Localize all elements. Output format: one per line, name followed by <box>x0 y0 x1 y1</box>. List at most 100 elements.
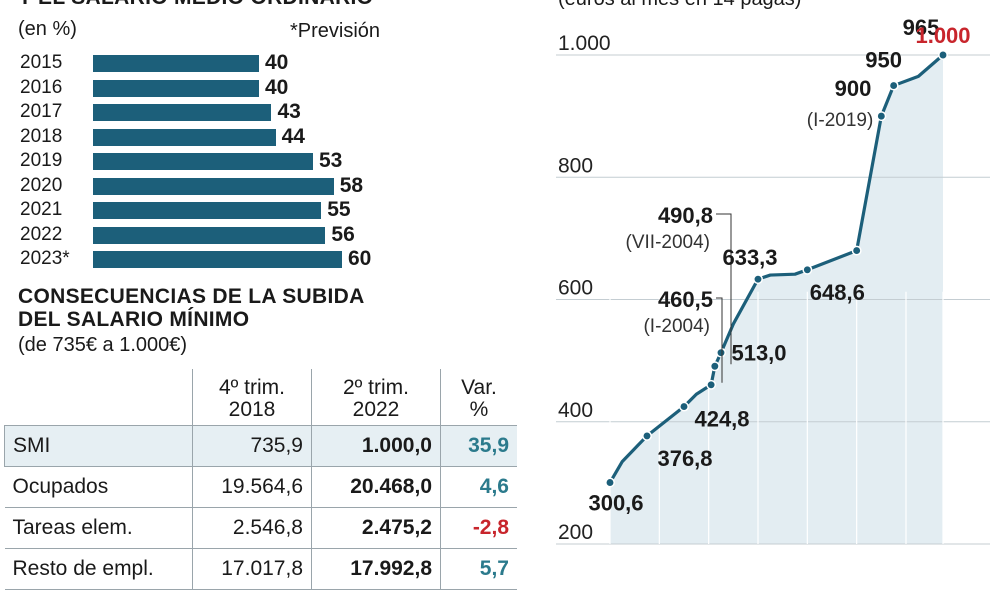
x-tick-label: 2012 <box>784 564 831 567</box>
bar-value-label: 43 <box>277 100 301 123</box>
data-label: 460,5 <box>658 287 713 312</box>
bar-value-label: 55 <box>327 198 351 221</box>
data-label: 900 <box>835 76 872 101</box>
x-tick-label: 2004 <box>685 564 732 567</box>
data-point <box>876 111 887 122</box>
row-var: 4,6 <box>440 466 517 508</box>
x-tick-label: 1996 <box>587 564 634 567</box>
table-header-var-line2: % <box>469 398 489 421</box>
data-label-sub: (I-2004) <box>643 316 710 337</box>
bar-value-label: 53 <box>318 149 343 172</box>
line-chart: 200 400 600 800 1.000 19962000200420082012201… <box>556 15 990 567</box>
data-point <box>706 379 717 390</box>
data-label: 965 <box>903 15 940 40</box>
bar <box>93 104 272 121</box>
series-line <box>608 53 945 484</box>
x-tick-label: 2008 <box>735 564 782 567</box>
bar-value-label: 56 <box>331 222 355 246</box>
bar <box>93 79 259 97</box>
data-point <box>716 347 726 358</box>
x-tick-label: 2023 <box>920 564 967 567</box>
bars-unit-label: (en %) <box>18 18 77 40</box>
bar-value-label: 60 <box>348 247 372 270</box>
y-tick-label: 600 <box>558 277 593 300</box>
bar <box>93 153 313 170</box>
table-header-q2-2022-line2: 2022 <box>352 398 400 421</box>
x-tick-label: 2020 <box>883 564 930 567</box>
table-row: Ocupados 19.564,6 20.468,0 4,6 <box>4 466 517 508</box>
data-label: 490,8 <box>658 203 713 228</box>
data-point <box>642 430 652 441</box>
y-tick-label: 400 <box>558 399 593 422</box>
y-tick-label: 800 <box>558 154 593 177</box>
data-label-highlight: 1.000 <box>915 23 970 48</box>
bar-year-label: 2022 <box>20 223 63 245</box>
data-label-sub: (I-2019) <box>807 110 874 131</box>
data-point <box>679 401 689 412</box>
consequences-table: 4º trim. 2018 2º trim. 2022 Var. % SMI 7… <box>4 369 517 590</box>
bar-year-label: 2023* <box>20 248 70 269</box>
row-q4-2018: 2.546,8 <box>192 507 312 549</box>
data-point <box>605 477 615 488</box>
bar-value-label: 40 <box>265 75 289 99</box>
data-point <box>888 80 899 91</box>
table-row: Tareas elem. 2.546,8 2.475,2 -2,8 <box>4 507 517 549</box>
data-point <box>802 264 813 275</box>
y-tick-label: 1.000 <box>558 32 611 55</box>
row-q2-2022: 2.475,2 <box>311 507 441 549</box>
forecast-note: *Previsión <box>290 20 381 42</box>
bar-value-label: 58 <box>339 173 364 197</box>
data-label: 950 <box>865 48 902 73</box>
bar-year-label: 2019 <box>20 150 63 171</box>
bar-year-label: 2021 <box>20 199 63 220</box>
row-label: Ocupados <box>4 466 193 508</box>
bar-value-label: 44 <box>281 124 305 148</box>
data-label: 300,6 <box>588 491 643 516</box>
consequences-subtitle: (de 735€ a 1.000€) <box>18 334 188 356</box>
bar <box>93 202 322 219</box>
bar <box>93 128 276 146</box>
data-label: 376,8 <box>657 446 712 471</box>
table-header-q4-2018: 4º trim. 2018 <box>192 369 312 426</box>
row-label: SMI <box>4 425 193 467</box>
bar <box>93 177 334 195</box>
bar-year-label: 2020 <box>20 174 63 196</box>
bar <box>93 226 326 244</box>
data-label: 648,6 <box>810 280 865 305</box>
bar <box>93 251 342 268</box>
leader-line <box>716 213 732 365</box>
data-point <box>753 274 763 285</box>
table-header-q4-2018-line1: 4º trim. <box>218 376 285 399</box>
data-point <box>709 361 720 372</box>
row-q4-2018: 735,9 <box>192 425 312 467</box>
table-header-row: 4º trim. 2018 2º trim. 2022 Var. % <box>4 369 517 426</box>
data-label: 513,0 <box>731 341 786 366</box>
bar-year-label: 2015 <box>20 52 63 73</box>
leader-line <box>716 297 723 383</box>
data-label: 633,3 <box>722 245 777 270</box>
row-q4-2018: 19.564,6 <box>192 466 312 508</box>
x-tick-label: 2016 <box>833 564 880 567</box>
row-q2-2022: 1.000,0 <box>311 425 441 467</box>
bars-chart-title: Y EL SALARIO MEDIO ORDINARIO <box>18 0 373 9</box>
table-header-var-line1: Var. <box>461 376 497 399</box>
bar-value-label: 40 <box>265 51 289 74</box>
bar-year-label: 2018 <box>20 125 63 147</box>
row-var: -2,8 <box>440 507 517 549</box>
bar-year-label: 2016 <box>20 76 63 98</box>
data-point <box>851 245 862 256</box>
table-header-q2-2022-line1: 2º trim. <box>342 376 409 399</box>
table-header-q4-2018-line2: 2018 <box>228 398 276 421</box>
data-point <box>938 50 948 60</box>
data-label: 424,8 <box>694 407 749 432</box>
row-var: 35,9 <box>440 425 517 467</box>
row-label: Tareas elem. <box>4 507 193 549</box>
line-chart-subtitle: (euros al mes en 14 pagas) <box>558 0 801 11</box>
table-row: SMI 735,9 1.000,0 35,9 <box>4 425 517 467</box>
row-q2-2022: 20.468,0 <box>311 466 441 508</box>
data-label-sub: (VII-2004) <box>626 232 710 253</box>
consequences-title-line2: DEL SALARIO MÍNIMO <box>18 308 250 331</box>
consequences-title-line1: CONSECUENCIAS DE LA SUBIDA <box>18 285 365 308</box>
bar <box>93 55 259 72</box>
y-tick-label: 200 <box>558 521 593 544</box>
